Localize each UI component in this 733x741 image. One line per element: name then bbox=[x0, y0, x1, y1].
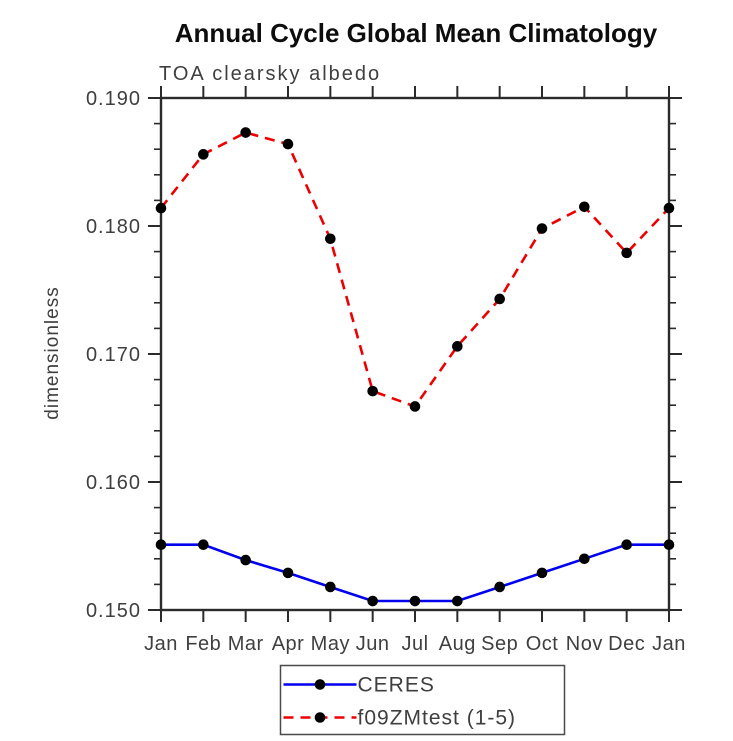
x-tick-label: Sep bbox=[481, 633, 518, 655]
data-point-marker bbox=[155, 202, 167, 214]
data-point-marker bbox=[367, 595, 378, 607]
data-point-marker bbox=[240, 127, 251, 138]
data-point-marker bbox=[198, 539, 209, 551]
data-point-marker bbox=[621, 539, 632, 551]
x-tick-label: Oct bbox=[526, 633, 559, 655]
x-tick-label: Jan bbox=[652, 633, 686, 655]
y-tick-label: 0.190 bbox=[86, 88, 141, 110]
data-point-marker bbox=[663, 539, 675, 551]
data-point-marker bbox=[282, 138, 294, 150]
legend-label: CERES bbox=[358, 674, 435, 697]
x-tick-label: Feb bbox=[185, 633, 221, 655]
x-tick-label: Jun bbox=[356, 633, 390, 655]
data-point-marker bbox=[367, 385, 378, 397]
data-point-marker bbox=[325, 581, 336, 593]
y-axis-title: dimensionless bbox=[42, 286, 63, 419]
data-point-marker bbox=[325, 233, 336, 245]
plot-series bbox=[155, 127, 675, 607]
plot-axes: 0.150 0.160 0.170 0.180 0.190 Jan Feb Mar Apr May… bbox=[86, 86, 686, 655]
data-point-marker bbox=[409, 595, 421, 607]
chart-subtitle: TOA clearsky albedo bbox=[159, 63, 381, 85]
data-point-marker bbox=[494, 581, 505, 593]
plot-frame bbox=[159, 96, 671, 612]
data-point-marker bbox=[536, 567, 548, 579]
series-line-model bbox=[159, 131, 670, 409]
legend-box bbox=[279, 664, 566, 736]
x-tick-label: Apr bbox=[272, 633, 305, 655]
legend-marker bbox=[314, 679, 326, 690]
data-point-marker bbox=[409, 401, 421, 412]
data-point-marker bbox=[494, 293, 505, 305]
data-point-marker bbox=[452, 341, 463, 352]
data-point-marker bbox=[282, 567, 294, 579]
data-point-marker bbox=[198, 149, 209, 160]
x-tick-label: May bbox=[311, 633, 350, 655]
legend-marker bbox=[314, 712, 326, 723]
data-point-marker bbox=[240, 554, 251, 566]
data-point-marker bbox=[536, 223, 548, 234]
x-tick-label: Mar bbox=[228, 633, 264, 655]
data-point-marker bbox=[452, 595, 463, 607]
y-tick-label: 0.150 bbox=[86, 600, 141, 622]
chart-legend: CERES f09ZMtest (1-5) bbox=[279, 664, 566, 736]
data-point-marker bbox=[579, 553, 590, 565]
x-tick-label: Nov bbox=[566, 633, 603, 655]
y-tick-label: 0.180 bbox=[86, 216, 141, 238]
data-point-marker bbox=[155, 539, 167, 551]
legend-label: f09ZMtest (1-5) bbox=[358, 707, 517, 730]
series-line-ceres bbox=[161, 543, 669, 603]
x-tick-label: Jan bbox=[144, 633, 178, 655]
x-tick-label: Jul bbox=[401, 633, 428, 655]
y-tick-label: 0.170 bbox=[86, 344, 141, 366]
data-point-marker bbox=[621, 247, 632, 259]
chart-title: Annual Cycle Global Mean Climatology bbox=[175, 18, 658, 48]
data-point-marker bbox=[663, 202, 675, 214]
y-tick-label: 0.160 bbox=[86, 472, 141, 494]
x-tick-label: Aug bbox=[439, 633, 476, 655]
data-point-marker bbox=[579, 201, 590, 213]
x-tick-label: Dec bbox=[608, 633, 645, 655]
